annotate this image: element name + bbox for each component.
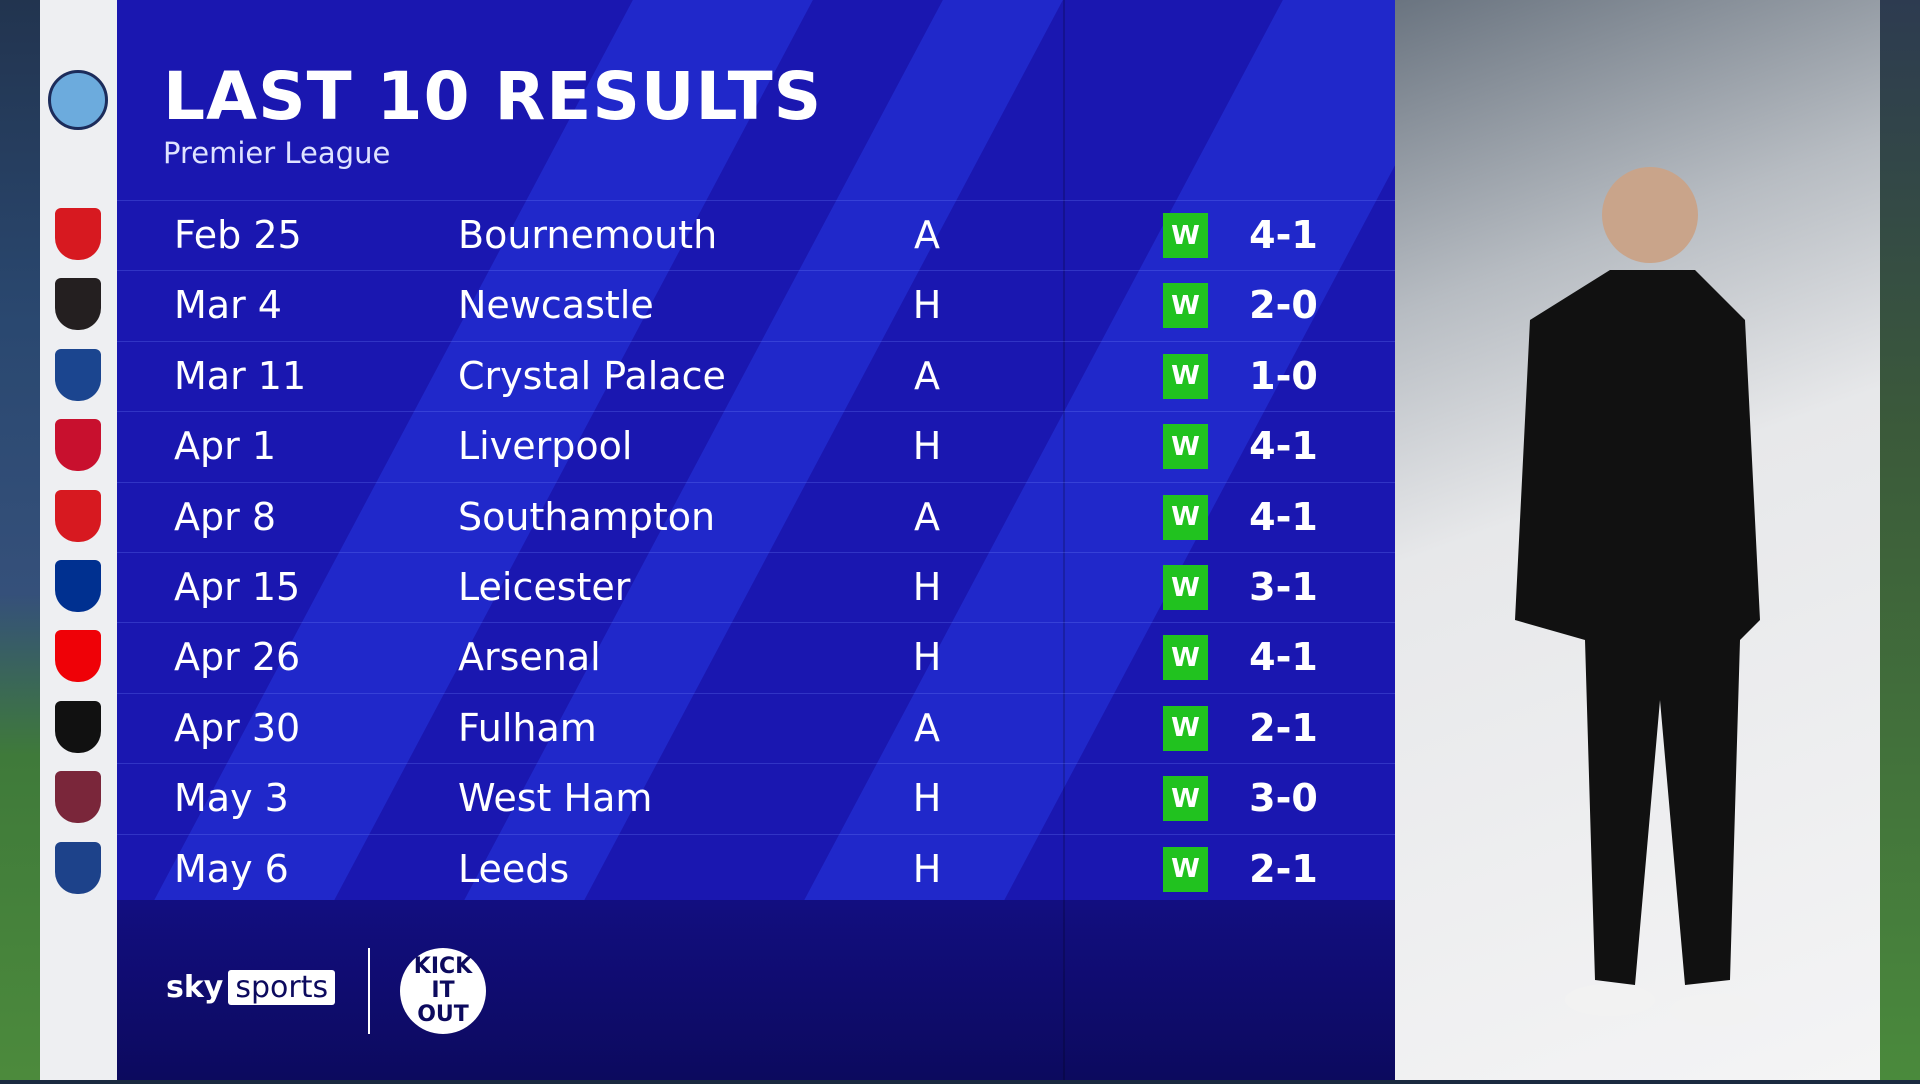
result-badge: W <box>1163 846 1208 892</box>
opponent-crest-icon <box>55 771 101 824</box>
match-date: Apr 8 <box>174 494 276 539</box>
match-date: Apr 26 <box>174 635 301 680</box>
venue: A <box>914 494 940 539</box>
venue: H <box>912 565 942 609</box>
opponent-crest-icon <box>55 560 101 612</box>
opponent-name: Bournemouth <box>458 213 718 257</box>
opponent-crest-icon <box>55 489 101 542</box>
result-badge: W <box>1163 635 1208 681</box>
page-title: LAST 10 RESULTS <box>163 58 823 135</box>
sky-text: sky <box>166 970 224 1005</box>
match-date: May 3 <box>174 776 289 821</box>
opponent-name: Southampton <box>458 494 716 539</box>
sports-text: sports <box>228 970 336 1005</box>
result-row: Mar 4 Newcastle H W 2-0 <box>117 270 1395 340</box>
result-badge: W <box>1163 283 1208 329</box>
match-date: Feb 25 <box>174 213 302 257</box>
match-date: Mar 4 <box>174 283 282 328</box>
result-row: Apr 30 Fulham A W 2-1 <box>117 692 1395 763</box>
result-row: Feb 25 Bournemouth A W 4-1 <box>117 200 1395 270</box>
manager-photo <box>1395 0 1880 1080</box>
kick-it-out-logo: KICK IT OUT <box>400 948 486 1034</box>
score: 4-1 <box>1249 213 1318 257</box>
sky-sports-logo: sky sports <box>166 970 336 1005</box>
opponent-name: Fulham <box>458 705 597 750</box>
stadium-background-right <box>1880 0 1920 1080</box>
score: 4-1 <box>1249 494 1318 539</box>
opponent-crest-icon <box>55 348 101 401</box>
result-row: Apr 1 Liverpool H W 4-1 <box>117 411 1395 481</box>
result-badge: W <box>1163 705 1208 751</box>
result-badge: W <box>1163 353 1208 399</box>
result-badge: W <box>1163 565 1208 610</box>
match-date: Apr 15 <box>174 565 301 609</box>
team-crest-icon <box>48 70 108 130</box>
venue: A <box>914 705 940 750</box>
competition-subtitle: Premier League <box>163 136 391 170</box>
result-badge: W <box>1163 213 1208 258</box>
score: 3-1 <box>1249 565 1318 609</box>
match-date: Apr 30 <box>174 705 301 750</box>
result-badge: W <box>1163 494 1208 540</box>
opponent-name: Arsenal <box>458 635 601 680</box>
score: 2-0 <box>1249 283 1318 328</box>
result-row: Apr 15 Leicester H W 3-1 <box>117 552 1395 622</box>
venue: H <box>912 846 942 891</box>
score: 3-0 <box>1249 776 1318 821</box>
match-date: Mar 11 <box>174 353 307 398</box>
column-divider <box>1063 0 1065 1080</box>
opponent-crest-icon <box>55 208 101 260</box>
opponent-name: Liverpool <box>458 424 633 469</box>
crest-column <box>40 0 117 1080</box>
opponent-name: Leicester <box>458 565 631 609</box>
opponent-crest-icon <box>55 630 101 683</box>
result-row: Mar 11 Crystal Palace A W 1-0 <box>117 340 1395 411</box>
result-row: May 6 Leeds H W 2-1 <box>117 833 1395 904</box>
venue: H <box>912 776 942 821</box>
venue: A <box>914 213 940 257</box>
opponent-crest-icon <box>55 841 101 894</box>
opponent-name: West Ham <box>458 776 653 821</box>
logo-divider <box>368 948 370 1034</box>
venue: A <box>914 353 940 398</box>
score: 2-1 <box>1249 846 1318 891</box>
result-badge: W <box>1163 776 1208 822</box>
match-date: Apr 1 <box>174 424 276 469</box>
result-row: Apr 8 Southampton A W 4-1 <box>117 481 1395 552</box>
result-row: May 3 West Ham H W 3-0 <box>117 763 1395 833</box>
opponent-crest-icon <box>55 278 101 331</box>
opponent-name: Leeds <box>458 846 570 891</box>
score: 4-1 <box>1249 635 1318 680</box>
result-badge: W <box>1163 424 1208 470</box>
venue: H <box>912 635 942 680</box>
opponent-name: Newcastle <box>458 283 654 328</box>
match-date: May 6 <box>174 846 289 891</box>
result-row: Apr 26 Arsenal H W 4-1 <box>117 622 1395 692</box>
venue: H <box>912 283 942 328</box>
score: 2-1 <box>1249 705 1318 750</box>
venue: H <box>912 424 942 469</box>
score: 4-1 <box>1249 424 1318 469</box>
score: 1-0 <box>1249 353 1318 398</box>
opponent-name: Crystal Palace <box>458 353 726 398</box>
opponent-crest-icon <box>55 700 101 753</box>
results-panel <box>117 0 1395 1080</box>
stadium-background-left <box>0 0 40 1080</box>
opponent-crest-icon <box>55 419 101 472</box>
